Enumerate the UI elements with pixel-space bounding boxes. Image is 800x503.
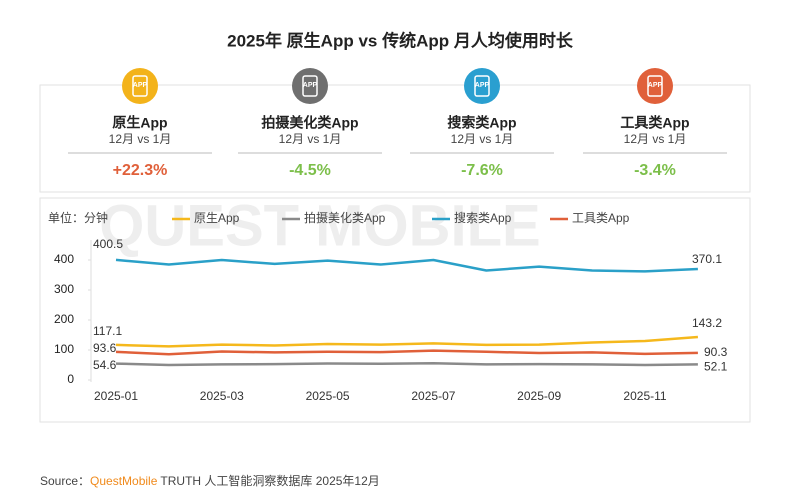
card-icon xyxy=(122,68,158,104)
card-compare: 12月 vs 1月 xyxy=(451,132,514,146)
card-icon-glyph xyxy=(132,75,148,97)
card-icon-text: APP xyxy=(303,82,318,89)
x-tick-label: 2025-09 xyxy=(517,389,561,403)
y-tick-label: 400 xyxy=(54,252,74,266)
series-line xyxy=(115,361,698,367)
card-change: -3.4% xyxy=(634,162,676,179)
cards-box xyxy=(39,84,751,193)
value-label: 117.1 xyxy=(93,324,122,338)
source: Source：QuestMobile TRUTH 人工智能洞察数据库 2025年1… xyxy=(40,473,380,488)
card-change: -7.6% xyxy=(461,162,503,179)
series-line xyxy=(115,258,698,273)
card-icon-text: APP xyxy=(475,82,490,89)
card-name: 原生App xyxy=(112,115,167,131)
x-tick-label: 2025-07 xyxy=(411,389,455,403)
card-change: -4.5% xyxy=(289,162,331,179)
source-text: TRUTH 人工智能洞察数据库 2025年12月 xyxy=(160,473,379,488)
card-icon xyxy=(464,68,500,104)
page-title: 2025年 原生App vs 传统App 月人均使用时长 xyxy=(227,30,574,50)
card-name: 搜索类App xyxy=(447,115,516,131)
value-label: 400.5 xyxy=(93,237,123,251)
value-label: 52.1 xyxy=(704,360,728,374)
x-tick-label: 2025-05 xyxy=(306,389,350,403)
card-icon-glyph xyxy=(474,75,490,97)
value-label: 143.2 xyxy=(692,316,722,330)
unit-label: 单位：分钟 xyxy=(48,210,108,225)
source-label: Source： xyxy=(40,474,90,488)
watermark: QUEST MOBILE xyxy=(99,193,540,258)
value-label: 54.6 xyxy=(93,358,117,372)
x-tick-label: 2025-03 xyxy=(200,389,244,403)
legend-label: 原生App xyxy=(194,211,240,225)
card-icon-glyph xyxy=(302,75,318,97)
card-name: 拍摄美化类App xyxy=(261,115,358,131)
value-label: 93.6 xyxy=(93,341,117,355)
series-line xyxy=(115,335,698,348)
legend-label: 拍摄美化类App xyxy=(304,210,386,225)
value-label: 370.1 xyxy=(692,252,722,266)
y-tick-label: 100 xyxy=(54,342,74,356)
card-icon-glyph xyxy=(647,75,663,97)
series-line xyxy=(115,349,698,356)
card-name: 工具类App xyxy=(620,115,689,131)
card-compare: 12月 vs 1月 xyxy=(624,132,687,146)
chart-box xyxy=(39,197,751,423)
y-tick-label: 200 xyxy=(54,312,74,326)
card-compare: 12月 vs 1月 xyxy=(109,132,172,146)
legend-label: 工具类App xyxy=(572,211,630,225)
y-tick-label: 300 xyxy=(54,282,74,296)
source-brand: QuestMobile xyxy=(90,474,158,488)
legend-label: 搜索类App xyxy=(454,210,512,225)
card-icon-text: APP xyxy=(133,82,148,89)
x-tick-label: 2025-01 xyxy=(94,389,138,403)
value-label: 90.3 xyxy=(704,345,728,359)
card-icon xyxy=(637,68,673,104)
card-icon xyxy=(292,68,328,104)
card-change: +22.3% xyxy=(113,162,168,179)
card-compare: 12月 vs 1月 xyxy=(279,132,342,146)
card-icon-text: APP xyxy=(648,82,663,89)
y-tick-label: 0 xyxy=(67,372,74,386)
x-tick-label: 2025-11 xyxy=(623,389,666,403)
